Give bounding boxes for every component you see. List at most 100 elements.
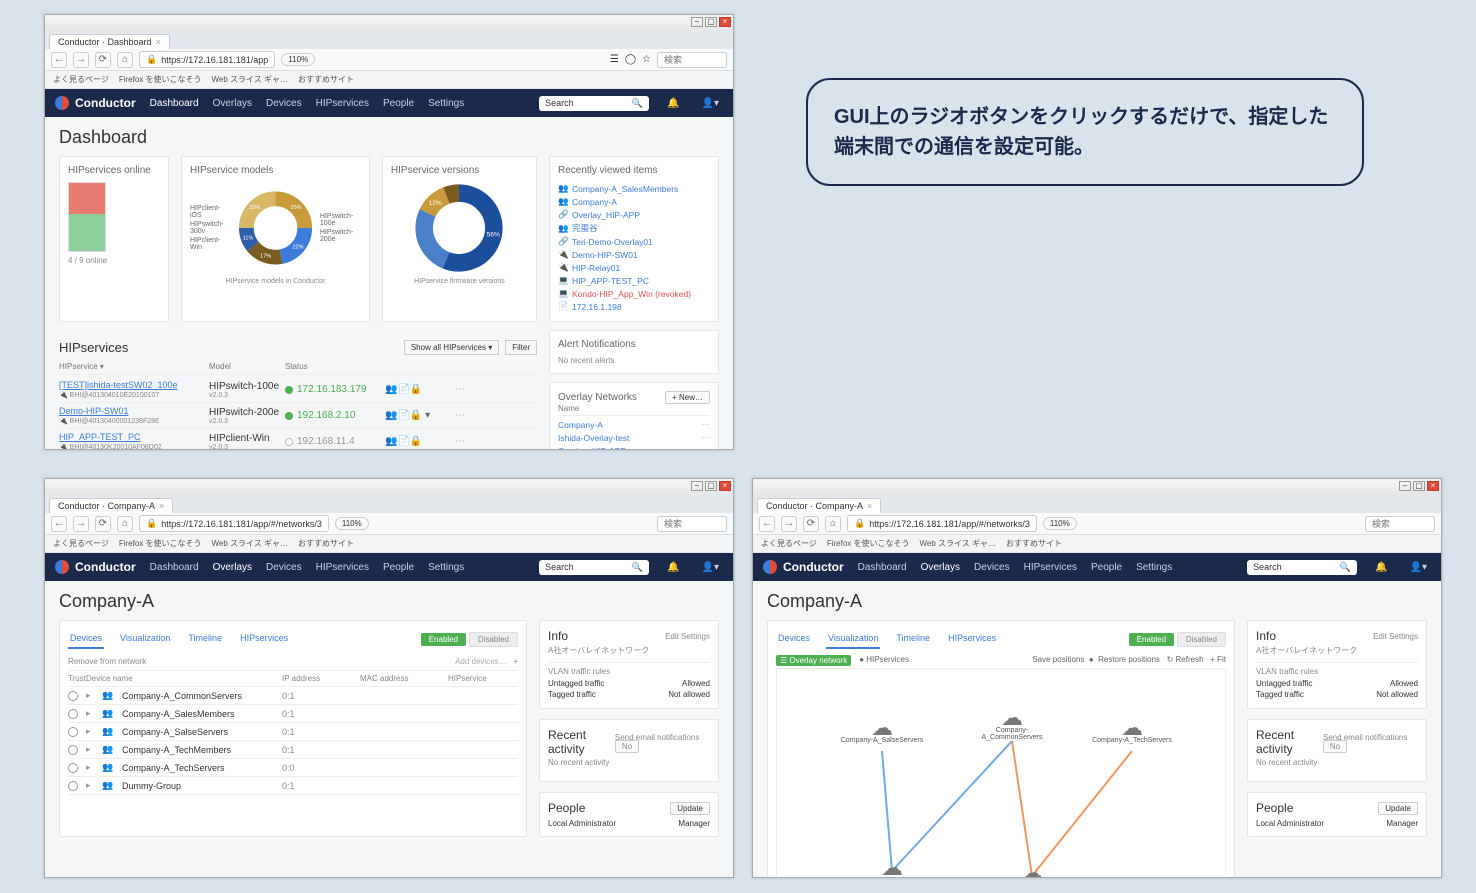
legend-hips[interactable]: ● HIPservices [859, 655, 909, 666]
expand-icon[interactable]: ▸ [86, 762, 94, 773]
expand-icon[interactable]: ▸ [86, 744, 94, 755]
viz-node[interactable]: ☁Company-A_SalesMembers [847, 859, 937, 877]
viz-node[interactable]: ☁Company-A_CommonServers [967, 709, 1057, 741]
forward-icon[interactable]: → [73, 516, 89, 532]
overlay-item[interactable]: Company-A⋯ [558, 418, 710, 431]
expand-icon[interactable]: ▸ [86, 690, 94, 701]
nav-search[interactable]: Search🔍 [539, 560, 649, 575]
nav-dashboard[interactable]: Dashboard [150, 98, 199, 109]
nav-settings[interactable]: Settings [428, 562, 464, 573]
row-menu-icon[interactable]: ⋯ [445, 384, 465, 395]
back-icon[interactable]: ← [759, 516, 775, 532]
url-field[interactable]: 🔒https://172.16.181.181/app [139, 51, 275, 68]
tab-hipservices[interactable]: HIPservices [946, 629, 998, 649]
back-icon[interactable]: ← [51, 52, 67, 68]
row-menu-icon[interactable]: ⋯ [445, 410, 465, 421]
home-icon[interactable]: ⌂ [117, 52, 133, 68]
save-positions[interactable]: Save positions [1032, 655, 1084, 664]
nav-settings[interactable]: Settings [428, 98, 464, 109]
zoom-level[interactable]: 110% [335, 517, 369, 530]
brand[interactable]: Conductor [55, 96, 136, 110]
user-menu-icon[interactable]: 👤▾ [698, 98, 723, 109]
win-min-icon[interactable]: – [691, 481, 703, 491]
nav-hipservices[interactable]: HIPservices [316, 98, 369, 109]
browser-tab[interactable]: Conductor · Dashboard × [49, 34, 170, 49]
recent-item[interactable]: 🔌Demo-HIP-SW01 [558, 248, 710, 261]
tab-visualization[interactable]: Visualization [118, 629, 172, 649]
viz-canvas[interactable]: ☁Company-A_SalseServers ☁Company-A_Common… [776, 668, 1226, 877]
hips-name-link[interactable]: HIP_APP-TEST_PC [59, 432, 141, 442]
row-menu-icon[interactable]: ⋯ [702, 445, 711, 449]
update-button[interactable]: Update [670, 802, 710, 815]
row-menu-icon[interactable]: ⋯ [445, 436, 465, 447]
recent-item[interactable]: 🔌HIP-Relay01 [558, 261, 710, 274]
device-row[interactable]: ▸ 👥 Company-A_TechMembers 0:1 [68, 741, 518, 759]
reader-icon[interactable]: ☰ [610, 54, 619, 65]
bookmark-item[interactable]: よく見るページ [53, 538, 109, 549]
reload-icon[interactable]: ⟳ [803, 516, 819, 532]
trust-radio[interactable] [68, 745, 78, 755]
win-max-icon[interactable]: ▢ [1413, 481, 1425, 491]
forward-icon[interactable]: → [73, 52, 89, 68]
nav-people[interactable]: People [383, 98, 414, 109]
restore-positions[interactable]: Restore positions [1098, 655, 1160, 664]
url-field[interactable]: 🔒https://172.16.181.181/app/#/networks/3 [139, 515, 329, 532]
refresh-button[interactable]: ↻ Refresh [1167, 655, 1204, 664]
recent-item[interactable]: 🔗Overlay_HIP-APP [558, 208, 710, 221]
nav-search[interactable]: Search🔍 [1247, 560, 1357, 575]
notif-toggle[interactable]: No [615, 740, 639, 753]
browser-search[interactable] [657, 516, 727, 532]
recent-item[interactable]: 👥Company-A [558, 195, 710, 208]
enabled-button[interactable]: Enabled [1129, 633, 1174, 646]
tab-timeline[interactable]: Timeline [186, 629, 224, 649]
reload-icon[interactable]: ⟳ [95, 52, 111, 68]
bookmark-item[interactable]: おすすめサイト [298, 538, 354, 549]
table-row[interactable]: Demo-HIP-SW01🔌 BHI@40130400001238F286 HI… [59, 403, 537, 429]
home-icon[interactable]: ⌂ [117, 516, 133, 532]
star-icon[interactable]: ☆ [642, 54, 651, 65]
tab-timeline[interactable]: Timeline [894, 629, 932, 649]
table-row[interactable]: [TEST]ishida-testSW02_100e🔌 BHI@40130401… [59, 377, 537, 403]
new-overlay-button[interactable]: + New… [665, 391, 710, 404]
url-field[interactable]: 🔒https://172.16.181.181/app/#/networks/3 [847, 515, 1037, 532]
viz-node[interactable]: ☁Company-A_TechServers [1087, 719, 1177, 744]
nav-hipservices[interactable]: HIPservices [316, 562, 369, 573]
zoom-level[interactable]: 110% [281, 53, 315, 66]
recent-item[interactable]: 💻HIP_APP-TEST_PC [558, 274, 710, 287]
win-max-icon[interactable]: ▢ [705, 481, 717, 491]
bookmark-item[interactable]: おすすめサイト [298, 74, 354, 85]
add-devices-input[interactable]: Add devices… + [455, 657, 518, 666]
brand[interactable]: Conductor [55, 560, 136, 574]
win-close-icon[interactable]: × [719, 481, 731, 491]
nav-search[interactable]: Search🔍 [539, 96, 649, 111]
device-row[interactable]: ▸ 👥 Company-A_TechServers 0:0 [68, 759, 518, 777]
row-menu-icon[interactable]: ⋯ [702, 419, 711, 430]
update-button[interactable]: Update [1378, 802, 1418, 815]
filter-input[interactable]: Filter [505, 340, 537, 355]
user-menu-icon[interactable]: 👤▾ [1406, 562, 1431, 573]
tab-close-icon[interactable]: × [159, 501, 164, 511]
nav-overlays[interactable]: Overlays [213, 98, 252, 109]
expand-icon[interactable]: ▸ [86, 708, 94, 719]
tab-devices[interactable]: Devices [776, 629, 812, 649]
nav-devices[interactable]: Devices [266, 562, 302, 573]
back-icon[interactable]: ← [51, 516, 67, 532]
disabled-button[interactable]: Disabled [469, 632, 518, 647]
nav-people[interactable]: People [1091, 562, 1122, 573]
nav-settings[interactable]: Settings [1136, 562, 1172, 573]
browser-search[interactable] [657, 52, 727, 68]
bookmark-item[interactable]: Web スライス ギャ… [212, 538, 289, 549]
bookmark-item[interactable]: よく見るページ [761, 538, 817, 549]
hips-name-link[interactable]: [TEST]ishida-testSW02_100e [59, 380, 178, 390]
viz-node[interactable]: ☁Company-A_SalseServers [837, 719, 927, 744]
recent-item[interactable]: 👥Company-A_SalesMembers [558, 182, 710, 195]
disabled-button[interactable]: Disabled [1177, 632, 1226, 647]
bookmark-item[interactable]: Firefox を使いこなそう [119, 538, 202, 549]
tab-hipservices[interactable]: HIPservices [238, 629, 290, 649]
home-icon[interactable]: ⌂ [825, 516, 841, 532]
table-row[interactable]: HIP_APP-TEST_PC🔌 BHI@40130K20010AF06D02 … [59, 429, 537, 449]
trust-radio[interactable] [68, 709, 78, 719]
row-menu-icon[interactable]: ⋯ [702, 432, 711, 443]
win-close-icon[interactable]: × [719, 17, 731, 27]
legend-overlay[interactable]: ☰ Overlay network [776, 655, 851, 666]
